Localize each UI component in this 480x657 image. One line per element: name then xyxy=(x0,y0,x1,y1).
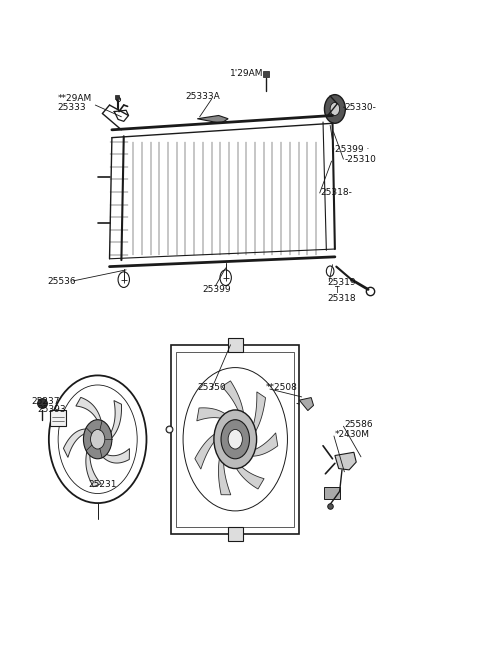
Text: 25319: 25319 xyxy=(328,279,356,287)
Polygon shape xyxy=(63,429,93,457)
FancyBboxPatch shape xyxy=(50,410,66,426)
Text: 25399: 25399 xyxy=(202,285,230,294)
Circle shape xyxy=(221,420,250,459)
Polygon shape xyxy=(335,452,356,470)
FancyBboxPatch shape xyxy=(324,487,340,499)
Polygon shape xyxy=(218,443,231,495)
Polygon shape xyxy=(76,397,103,430)
Text: 25318-: 25318- xyxy=(321,189,352,198)
Text: 1'29AM: 1'29AM xyxy=(230,68,264,78)
Circle shape xyxy=(228,430,242,449)
Text: -25310: -25310 xyxy=(344,154,376,164)
Text: T: T xyxy=(335,286,339,295)
Polygon shape xyxy=(241,433,278,456)
Polygon shape xyxy=(247,392,265,442)
Polygon shape xyxy=(197,116,228,124)
Circle shape xyxy=(84,420,112,459)
Polygon shape xyxy=(300,397,313,411)
Text: 25350: 25350 xyxy=(197,382,226,392)
Polygon shape xyxy=(97,449,130,463)
Text: 25330-: 25330- xyxy=(344,102,376,112)
FancyBboxPatch shape xyxy=(228,526,243,541)
Polygon shape xyxy=(231,454,264,489)
Text: 25586: 25586 xyxy=(344,420,373,430)
Polygon shape xyxy=(106,401,121,443)
Text: 25333A: 25333A xyxy=(185,92,220,101)
Circle shape xyxy=(330,102,340,116)
Text: 25237: 25237 xyxy=(31,397,60,406)
Text: 25318: 25318 xyxy=(328,294,356,303)
Polygon shape xyxy=(222,381,244,428)
Text: 25333: 25333 xyxy=(57,102,86,112)
Polygon shape xyxy=(195,430,226,469)
Text: **29AM: **29AM xyxy=(57,94,92,103)
Text: 25393: 25393 xyxy=(37,405,66,415)
Polygon shape xyxy=(197,408,235,424)
Circle shape xyxy=(324,95,345,124)
Polygon shape xyxy=(86,443,101,487)
Text: **2508: **2508 xyxy=(266,382,298,392)
Text: 25536: 25536 xyxy=(48,277,76,286)
Circle shape xyxy=(214,410,257,468)
FancyBboxPatch shape xyxy=(228,338,243,352)
Circle shape xyxy=(91,430,105,449)
Text: *2430M: *2430M xyxy=(335,430,370,439)
Text: 25231: 25231 xyxy=(88,480,117,489)
Text: 25399 ·: 25399 · xyxy=(335,145,369,154)
